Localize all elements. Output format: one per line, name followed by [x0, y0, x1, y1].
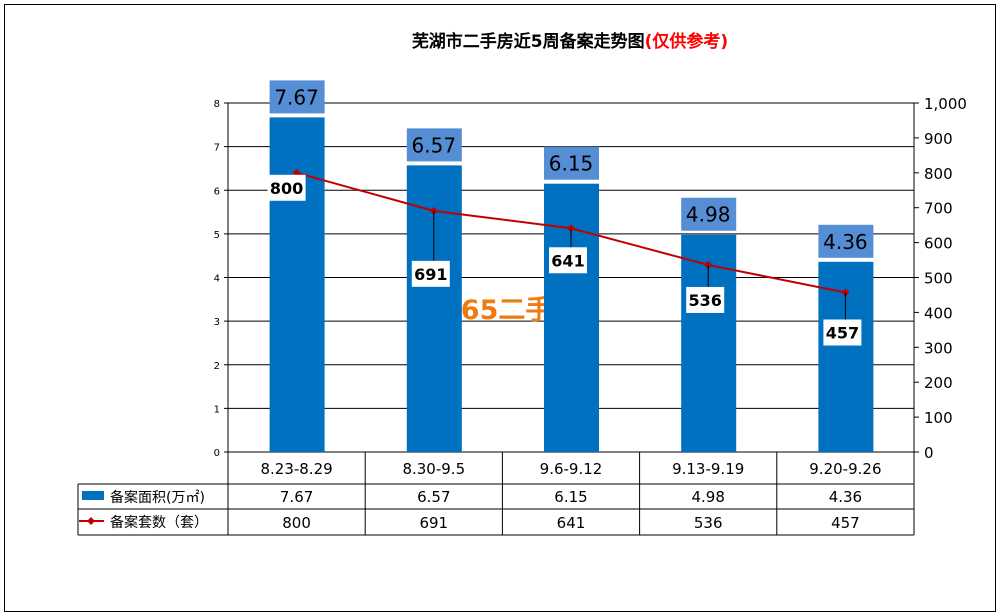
category-label: 9.13-9.19	[672, 460, 744, 478]
category-label: 8.23-8.29	[260, 460, 332, 478]
table-cell: 536	[694, 514, 723, 532]
bar-data-label: 6.15	[549, 152, 594, 176]
legend-label: 备案套数（套）	[110, 514, 208, 531]
bar-label-box	[818, 224, 874, 258]
right-tick-label: 900	[924, 130, 953, 148]
line-data-label: 800	[270, 179, 303, 198]
left-tick-label: 1	[214, 404, 220, 415]
table-cell: 457	[831, 514, 860, 532]
line-label-box	[686, 286, 725, 313]
left-tick-label: 0	[214, 448, 220, 459]
legend-label: 备案面积(万㎡)	[110, 489, 205, 506]
left-tick-label: 2	[214, 361, 220, 372]
bar-label-box	[544, 146, 599, 180]
right-tick-label: 0	[924, 444, 934, 462]
line-label-box	[549, 247, 587, 274]
bar	[544, 183, 599, 453]
bar-label-box	[406, 128, 462, 162]
legend-bar-icon	[82, 491, 104, 500]
right-tick-label: 500	[924, 270, 953, 288]
left-tick-label: 5	[214, 230, 220, 241]
table-cell: 7.67	[280, 488, 313, 506]
table-cell: 641	[557, 514, 586, 532]
line-label-box	[823, 319, 862, 346]
table-cell: 800	[282, 514, 311, 532]
category-label: 8.30-9.5	[402, 460, 465, 478]
category-label: 9.6-9.12	[540, 460, 603, 478]
right-tick-label: 200	[924, 374, 953, 392]
bar	[269, 117, 325, 453]
bar-label-box	[681, 197, 737, 231]
right-tick-label: 800	[924, 165, 953, 183]
line-label-box	[267, 174, 306, 201]
right-tick-label: 1,000	[924, 95, 967, 113]
table-cell: 691	[419, 514, 448, 532]
table-cell: 4.36	[829, 488, 862, 506]
line-data-label: 641	[551, 251, 584, 270]
right-tick-label: 700	[924, 200, 953, 218]
left-tick-label: 7	[214, 143, 220, 154]
line-data-label: 457	[826, 324, 859, 343]
left-tick-label: 8	[214, 99, 220, 110]
bar-data-label: 7.67	[274, 85, 319, 109]
bar-data-label: 4.98	[686, 203, 731, 227]
legend-marker-icon	[87, 517, 95, 525]
right-tick-label: 100	[924, 409, 953, 427]
chart-title: 芜湖市二手房近5周备案走势图(仅供参考)	[412, 31, 728, 52]
bar-label-box	[269, 80, 325, 114]
bar-data-label: 4.36	[823, 230, 868, 254]
category-label: 9.20-9.26	[809, 460, 881, 478]
bar-data-label: 6.57	[412, 133, 457, 157]
table-cell: 6.15	[554, 488, 587, 506]
left-tick-label: 6	[214, 186, 220, 197]
line-data-label: 536	[688, 291, 721, 310]
right-tick-label: 400	[924, 304, 953, 322]
table-cell: 4.98	[691, 488, 724, 506]
right-tick-label: 300	[924, 339, 953, 357]
line-label-box	[411, 260, 450, 287]
right-tick-label: 600	[924, 235, 953, 253]
line-data-label: 691	[414, 265, 447, 284]
left-tick-label: 3	[214, 317, 220, 328]
table-cell: 6.57	[417, 488, 450, 506]
left-tick-label: 4	[214, 274, 220, 285]
